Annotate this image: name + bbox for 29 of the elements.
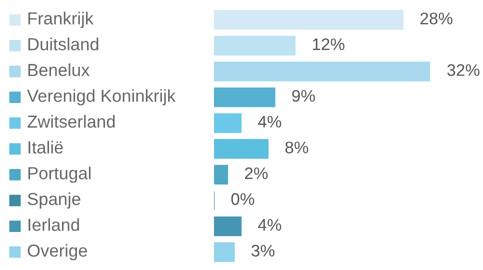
- bar: [214, 62, 430, 82]
- y-tick-label: Overige: [28, 244, 88, 260]
- y-tick-label: Portugal: [28, 166, 91, 183]
- bar: [214, 36, 296, 56]
- bar: [214, 113, 242, 133]
- data-label: 4%: [258, 116, 282, 128]
- bar: [214, 242, 235, 262]
- data-label: 2%: [245, 167, 268, 180]
- y-tick-label: Benelux: [28, 63, 90, 76]
- bar: [214, 87, 276, 108]
- data-label: 0%: [231, 193, 254, 205]
- data-label: 8%: [285, 142, 308, 154]
- bar: [214, 139, 269, 159]
- y-tick-label: Italië: [28, 140, 63, 154]
- y-tick-label: Frankrijk: [28, 12, 94, 28]
- y-tick-label: Spanje: [28, 192, 80, 209]
- data-label: 32%: [447, 64, 480, 76]
- y-tick-label: Duitsland: [28, 38, 98, 50]
- bar: [214, 164, 228, 185]
- y-tick-label: Zwitserland: [28, 115, 115, 128]
- bar: [214, 216, 242, 236]
- data-label: 12%: [312, 38, 344, 50]
- data-label: 4%: [258, 219, 282, 231]
- bar: [214, 10, 404, 30]
- y-tick-label: Verenigd Koninkrijk: [27, 89, 176, 106]
- data-label: 9%: [292, 90, 315, 102]
- y-tick-label: Ierland: [28, 218, 79, 231]
- data-label: 28%: [420, 12, 452, 24]
- data-label: 3%: [252, 244, 274, 257]
